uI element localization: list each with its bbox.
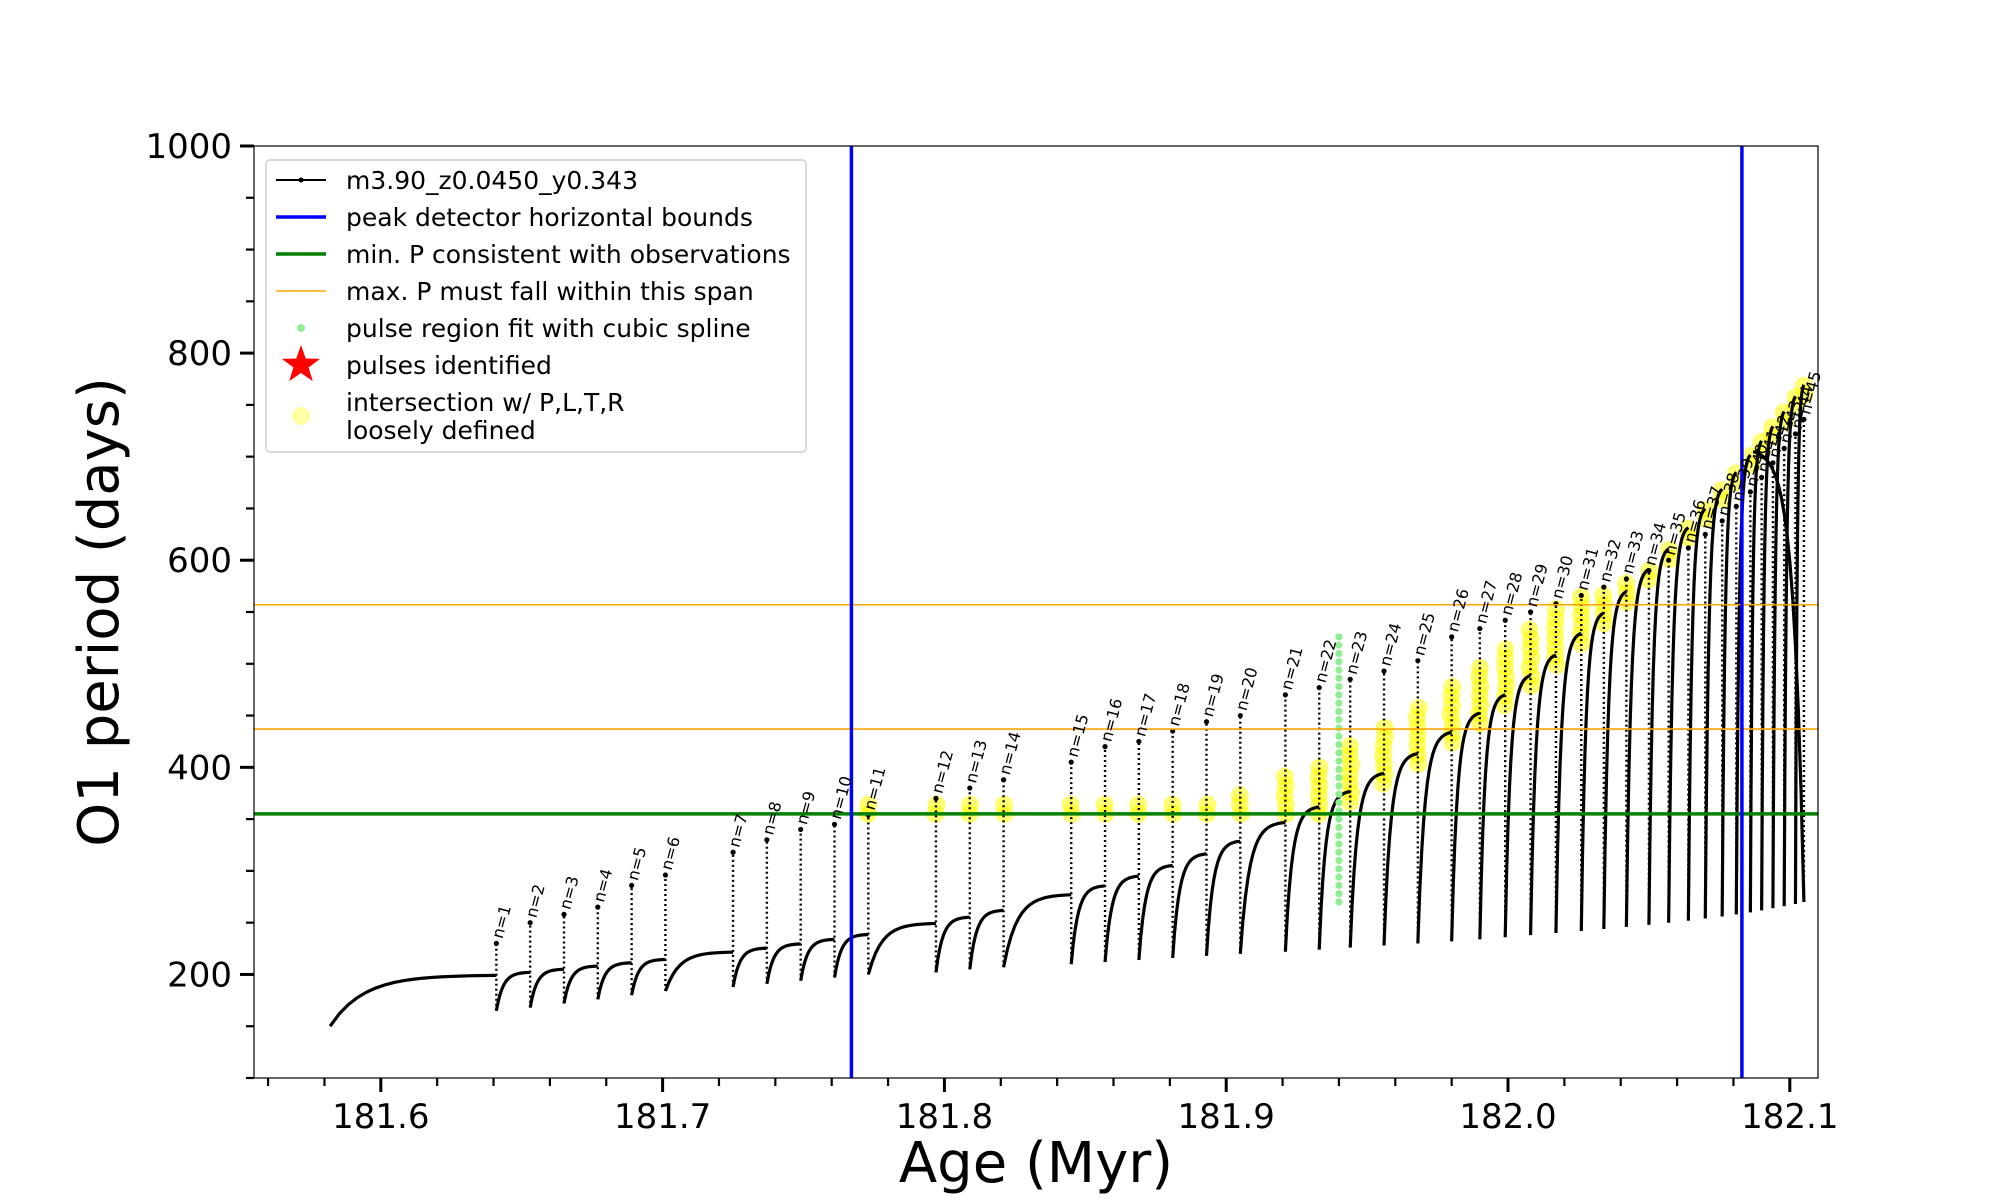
spline-point bbox=[1335, 849, 1342, 856]
pulse-peak-point bbox=[1528, 609, 1533, 614]
y-tick-label: 1000 bbox=[145, 127, 232, 167]
y-tick-label: 400 bbox=[167, 748, 232, 788]
legend-handle-dot bbox=[297, 324, 305, 332]
y-tick-label: 600 bbox=[167, 541, 232, 581]
spline-point bbox=[1335, 799, 1342, 806]
pulse-peak-point bbox=[561, 912, 566, 917]
pulse-peak-point bbox=[494, 941, 499, 946]
spline-point bbox=[1335, 658, 1342, 665]
pulse-peak-point bbox=[1102, 744, 1107, 749]
x-tick-label: 182.0 bbox=[1459, 1097, 1556, 1137]
pulse-peak-point bbox=[967, 785, 972, 790]
pulse-peak-point bbox=[1381, 668, 1386, 673]
x-tick-label: 182.1 bbox=[1741, 1097, 1838, 1137]
pulse-peak-point bbox=[933, 796, 938, 801]
intersection-marker bbox=[1231, 786, 1249, 804]
spline-point bbox=[1335, 675, 1342, 682]
spline-point bbox=[1335, 724, 1342, 731]
pulse-peak-point bbox=[1348, 677, 1353, 682]
pulse-peak-point bbox=[1579, 593, 1584, 598]
spline-point bbox=[1335, 882, 1342, 889]
x-tick-label: 181.9 bbox=[1178, 1097, 1275, 1137]
spline-point bbox=[1335, 633, 1342, 640]
pulse-peak-point bbox=[832, 822, 837, 827]
y-axis-label: O1 period (days) bbox=[67, 377, 132, 847]
spline-point bbox=[1335, 840, 1342, 847]
pulse-peak-point bbox=[1449, 634, 1454, 639]
pulse-peak-point bbox=[1686, 545, 1691, 550]
spline-point bbox=[1335, 791, 1342, 798]
pulse-peak-point bbox=[1204, 719, 1209, 724]
y-tick-label: 200 bbox=[167, 955, 232, 995]
pulse-peak-point bbox=[1503, 618, 1508, 623]
legend-label: intersection w/ P,L,T,R bbox=[346, 388, 625, 417]
spline-point bbox=[1335, 890, 1342, 897]
legend-label: pulse region fit with cubic spline bbox=[346, 314, 751, 343]
spline-point bbox=[1335, 700, 1342, 707]
legend-label: pulses identified bbox=[346, 351, 552, 380]
spline-point bbox=[1335, 824, 1342, 831]
spline-point bbox=[1335, 691, 1342, 698]
spline-point bbox=[1335, 832, 1342, 839]
pulse-peak-point bbox=[1624, 576, 1629, 581]
spline-point bbox=[1335, 857, 1342, 864]
spline-point bbox=[1335, 683, 1342, 690]
pulse-peak-point bbox=[1317, 685, 1322, 690]
x-tick-label: 181.7 bbox=[614, 1097, 711, 1137]
legend: m3.90_z0.0450_y0.343peak detector horizo… bbox=[266, 160, 806, 452]
spline-point bbox=[1335, 816, 1342, 823]
pulse-peak-point bbox=[663, 872, 668, 877]
legend-label: max. P must fall within this span bbox=[346, 277, 754, 306]
pulse-peak-point bbox=[1666, 558, 1671, 563]
x-axis-label: Age (Myr) bbox=[899, 1131, 1173, 1196]
pulse-peak-point bbox=[1238, 713, 1243, 718]
pulse-peak-point bbox=[1720, 518, 1725, 523]
pulse-peak-point bbox=[764, 837, 769, 842]
spline-point bbox=[1335, 865, 1342, 872]
spline-point bbox=[1335, 708, 1342, 715]
pulse-peak-point bbox=[629, 883, 634, 888]
spline-point bbox=[1335, 758, 1342, 765]
legend-label: loosely defined bbox=[346, 416, 536, 445]
pulse-peak-point bbox=[1415, 658, 1420, 663]
legend-label: min. P consistent with observations bbox=[346, 240, 791, 269]
spline-point bbox=[1335, 782, 1342, 789]
spline-point bbox=[1335, 898, 1342, 905]
spline-point bbox=[1335, 741, 1342, 748]
x-tick-label: 181.6 bbox=[332, 1097, 429, 1137]
pulse-peak-point bbox=[1646, 568, 1651, 573]
spline-point bbox=[1335, 749, 1342, 756]
spline-point bbox=[1335, 774, 1342, 781]
legend-handle-dot bbox=[299, 178, 304, 183]
legend-label: m3.90_z0.0450_y0.343 bbox=[346, 166, 638, 195]
spline-point bbox=[1335, 766, 1342, 773]
legend-label: peak detector horizontal bounds bbox=[346, 203, 753, 232]
pulse-peak-point bbox=[1283, 692, 1288, 697]
pulse-peak-point bbox=[1601, 585, 1606, 590]
legend-handle-circle bbox=[292, 407, 310, 425]
pulse-peak-point bbox=[1477, 626, 1482, 631]
pulse-peak-point bbox=[730, 850, 735, 855]
pulse-peak-point bbox=[1703, 532, 1708, 537]
spline-point bbox=[1335, 733, 1342, 740]
pulse-peak-point bbox=[1069, 760, 1074, 765]
spline-point bbox=[1335, 874, 1342, 881]
pulse-peak-point bbox=[528, 920, 533, 925]
y-tick-label: 800 bbox=[167, 334, 232, 374]
pulse-peak-point bbox=[798, 827, 803, 832]
pulse-peak-point bbox=[1001, 777, 1006, 782]
pulse-peak-point bbox=[1136, 739, 1141, 744]
pulse-peak-point bbox=[595, 905, 600, 910]
spline-point bbox=[1335, 716, 1342, 723]
